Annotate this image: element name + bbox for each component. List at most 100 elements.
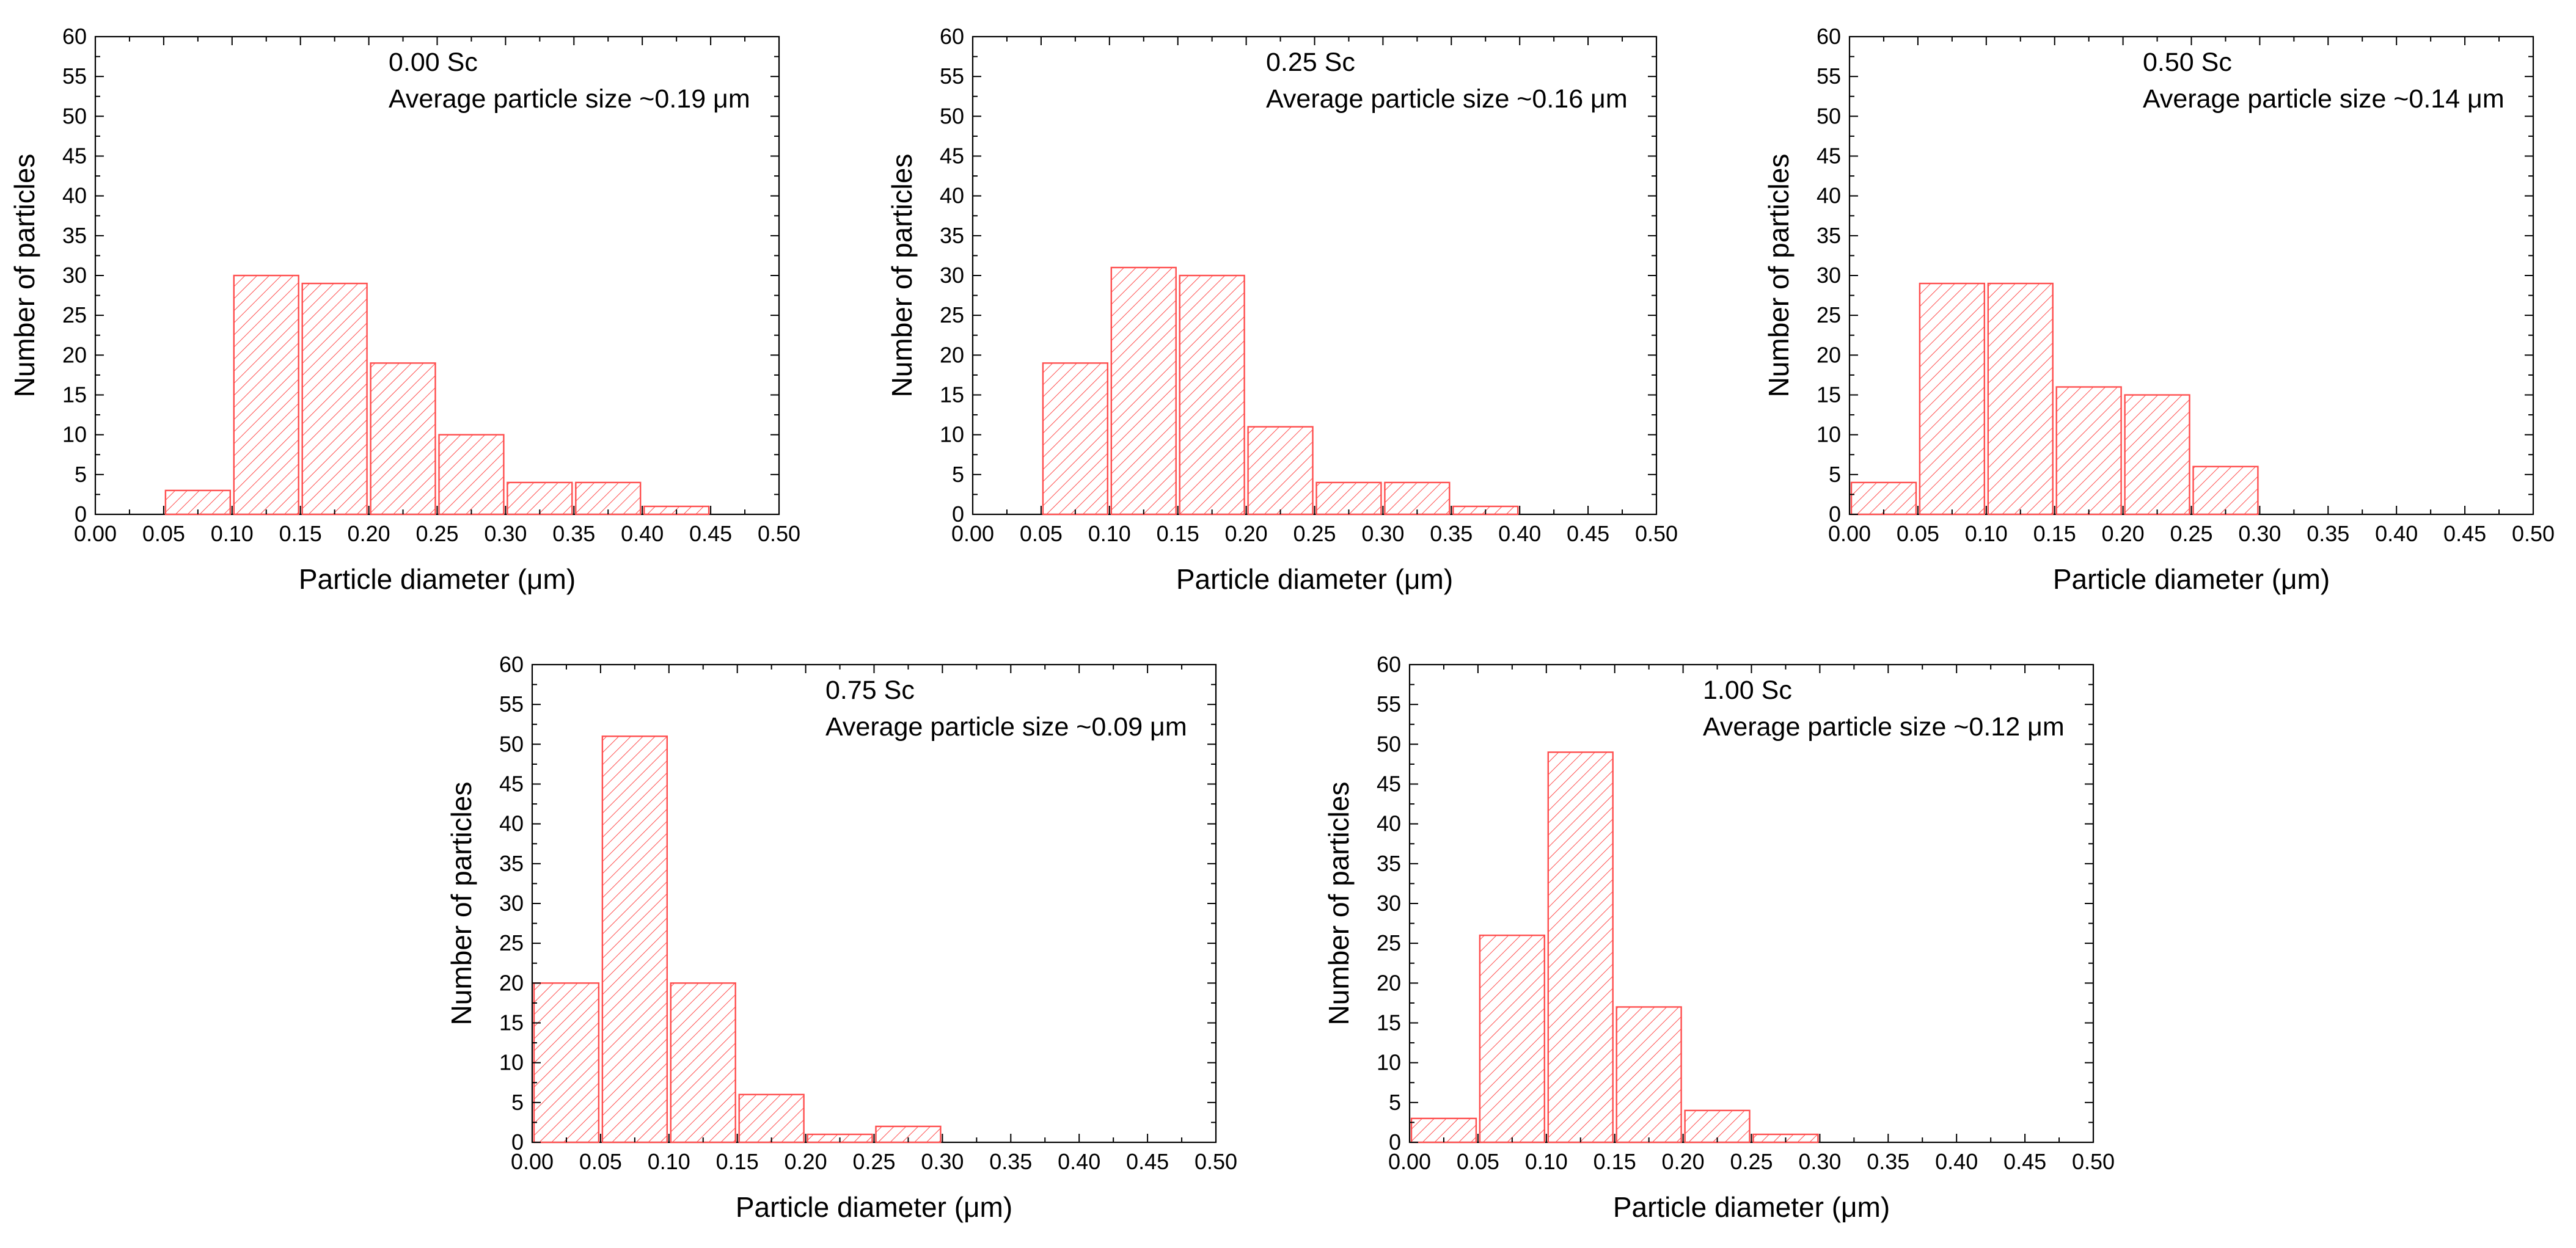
x-tick-label: 0.20 (1225, 521, 1268, 546)
composition-label: 0.00 Sc (389, 48, 478, 77)
x-tick-label: 0.35 (2307, 521, 2349, 546)
histogram-bar (1110, 266, 1177, 516)
histogram-bar (1042, 362, 1109, 516)
x-tick-label: 0.40 (1058, 1149, 1100, 1174)
average-size-label: Average particle size ~0.19 μm (389, 84, 750, 114)
x-tick-label: 0.10 (211, 521, 254, 546)
y-axis-title: Number of particles (1763, 154, 1795, 398)
y-tick-label: 45 (1377, 772, 1401, 797)
x-axis-title: Particle diameter (μm) (299, 563, 576, 595)
y-tick-label: 10 (62, 422, 87, 447)
histogram-bar (1615, 1006, 1682, 1144)
histogram-bar (1987, 282, 2054, 516)
y-tick-label: 25 (62, 302, 87, 327)
y-tick-label: 30 (62, 263, 87, 288)
histogram-bar (1919, 282, 1985, 516)
y-tick-label: 30 (499, 891, 524, 916)
x-tick-label: 0.40 (1498, 521, 1541, 546)
y-tick-label: 60 (499, 652, 524, 677)
y-tick-label: 15 (62, 382, 87, 407)
y-tick-label: 30 (1817, 263, 1841, 288)
y-axis-title: Number of particles (1323, 782, 1355, 1026)
x-axis-title: Particle diameter (μm) (2053, 563, 2330, 595)
x-tick-label: 0.25 (2170, 521, 2212, 546)
x-tick-label: 0.45 (1567, 521, 1609, 546)
y-tick-label: 60 (62, 24, 87, 49)
y-tick-label: 35 (62, 223, 87, 248)
y-tick-label: 55 (1377, 692, 1401, 717)
histogram-bar (370, 362, 436, 516)
x-tick-label: 0.50 (2072, 1149, 2115, 1174)
y-tick-label: 30 (940, 263, 964, 288)
histogram-panel-4: 0.00 0.05 0.10 0.15 0.20 0.25 0.30 0.35 0.40 0.45… (445, 652, 1237, 1223)
histogram-bar (533, 982, 600, 1144)
y-tick-label: 5 (1389, 1090, 1401, 1115)
histogram-bar (738, 1093, 805, 1144)
y-tick-label: 60 (1377, 652, 1401, 677)
y-tick-label: 0 (75, 502, 87, 527)
y-tick-label: 55 (499, 692, 524, 717)
x-tick-label: 0.25 (1730, 1149, 1773, 1174)
x-tick-label: 0.15 (716, 1149, 759, 1174)
x-tick-label: 0.05 (579, 1149, 622, 1174)
histogram-bar (1547, 751, 1614, 1144)
y-tick-label: 0 (1389, 1129, 1401, 1155)
y-tick-label: 5 (1829, 462, 1841, 487)
composition-label: 0.75 Sc (825, 676, 915, 705)
average-size-label: Average particle size ~0.12 μm (1703, 712, 2065, 742)
x-tick-label: 0.30 (2238, 521, 2281, 546)
x-tick-label: 0.20 (348, 521, 390, 546)
x-tick-label: 0.15 (279, 521, 322, 546)
y-tick-label: 35 (940, 223, 964, 248)
x-tick-label: 0.20 (785, 1149, 827, 1174)
histogram-bar (1850, 481, 1917, 516)
average-size-label: Average particle size ~0.09 μm (825, 712, 1187, 742)
x-tick-label: 0.40 (2375, 521, 2418, 546)
y-tick-label: 55 (940, 64, 964, 89)
x-tick-label: 0.20 (1662, 1149, 1705, 1174)
x-tick-label: 0.15 (1157, 521, 1199, 546)
histogram-bar (301, 282, 368, 516)
x-tick-label: 0.45 (2443, 521, 2486, 546)
histogram-panel-1: 0.00 0.05 0.10 0.15 0.20 0.25 0.30 0.35 0.40 0.45… (9, 24, 800, 595)
histogram-bar (233, 274, 299, 516)
x-tick-label: 0.45 (2003, 1149, 2046, 1174)
y-tick-label: 0 (511, 1129, 524, 1155)
y-tick-label: 30 (1377, 891, 1401, 916)
y-tick-label: 25 (940, 302, 964, 327)
x-tick-label: 0.30 (1361, 521, 1404, 546)
composition-label: 0.25 Sc (1266, 48, 1355, 77)
x-tick-label: 0.40 (621, 521, 664, 546)
y-tick-label: 5 (75, 462, 87, 487)
histogram-bar (601, 735, 668, 1144)
x-tick-label: 0.10 (1088, 521, 1131, 546)
x-tick-label: 0.00 (1388, 1149, 1431, 1174)
x-tick-label: 0.50 (2512, 521, 2555, 546)
x-tick-label: 0.10 (1525, 1149, 1568, 1174)
histogram-bar (575, 481, 642, 516)
y-tick-label: 45 (940, 144, 964, 169)
average-size-label: Average particle size ~0.16 μm (1266, 84, 1628, 114)
x-tick-label: 0.50 (1195, 1149, 1237, 1174)
y-tick-label: 40 (1377, 811, 1401, 836)
histogram-bar (670, 982, 736, 1144)
y-axis-title: Number of particles (9, 154, 40, 398)
x-tick-label: 0.50 (1635, 521, 1678, 546)
histogram-bar (1384, 481, 1451, 516)
y-tick-label: 50 (1817, 103, 1841, 128)
x-tick-label: 0.25 (415, 521, 458, 546)
plot-frame (94, 35, 780, 516)
y-tick-label: 15 (1817, 382, 1841, 407)
y-tick-label: 50 (1377, 731, 1401, 756)
histogram-panel-3: 0.00 0.05 0.10 0.15 0.20 0.25 0.30 0.35 0.40 0.45… (1763, 24, 2555, 595)
y-axis-title: Number of particles (886, 154, 918, 398)
x-tick-label: 0.35 (1430, 521, 1473, 546)
y-tick-label: 0 (952, 502, 964, 527)
y-axis-title: Number of particles (445, 782, 477, 1026)
y-tick-label: 60 (940, 24, 964, 49)
histogram-panel-5: 0.00 0.05 0.10 0.15 0.20 0.25 0.30 0.35 0.40 0.45… (1323, 652, 2115, 1223)
y-tick-label: 20 (940, 342, 964, 367)
y-tick-label: 10 (1377, 1050, 1401, 1075)
histogram-panel-2: 0.00 0.05 0.10 0.15 0.20 0.25 0.30 0.35 0.40 0.45… (886, 24, 1678, 595)
